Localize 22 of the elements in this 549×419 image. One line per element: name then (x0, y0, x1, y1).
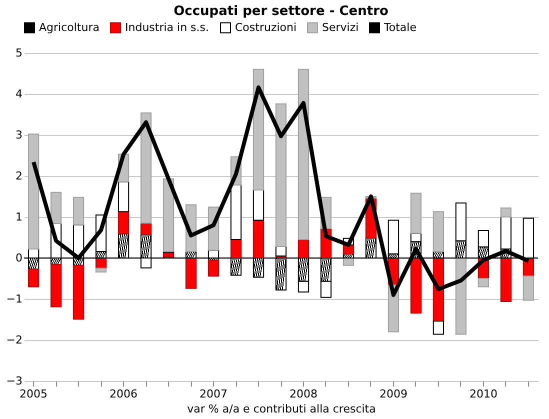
legend-label: Agricoltura (39, 20, 100, 34)
legend-label: Servizi (322, 20, 359, 34)
x-tick-label: 2007 (200, 388, 228, 400)
x-tick-label: 2005 (20, 388, 48, 400)
y-tick-label: 5 (16, 46, 22, 60)
x-axis-title: var % a/a e contributi alla crescita (187, 402, 376, 416)
legend-label: Costruzioni (235, 20, 297, 34)
y-tick-label: 3 (16, 128, 22, 142)
x-tick-label: 2008 (289, 388, 318, 400)
y-tick-label: 1 (16, 210, 22, 224)
y-tick-label: −3 (6, 374, 22, 388)
chart-title: Occupati per settore - Centro (174, 4, 388, 19)
y-tick-label: −1 (6, 292, 22, 306)
y-tick-label: 4 (16, 88, 22, 100)
legend-label: Totale (383, 20, 417, 34)
x-tick-label: 2006 (110, 388, 138, 400)
x-tick-label: 2010 (469, 388, 498, 400)
legend-label: Industria in s.s. (125, 20, 210, 34)
x-tick-label: 2009 (379, 388, 408, 400)
y-tick-label: 0 (16, 252, 22, 264)
y-tick-label: 2 (16, 170, 22, 182)
y-tick-label: −2 (6, 334, 22, 346)
